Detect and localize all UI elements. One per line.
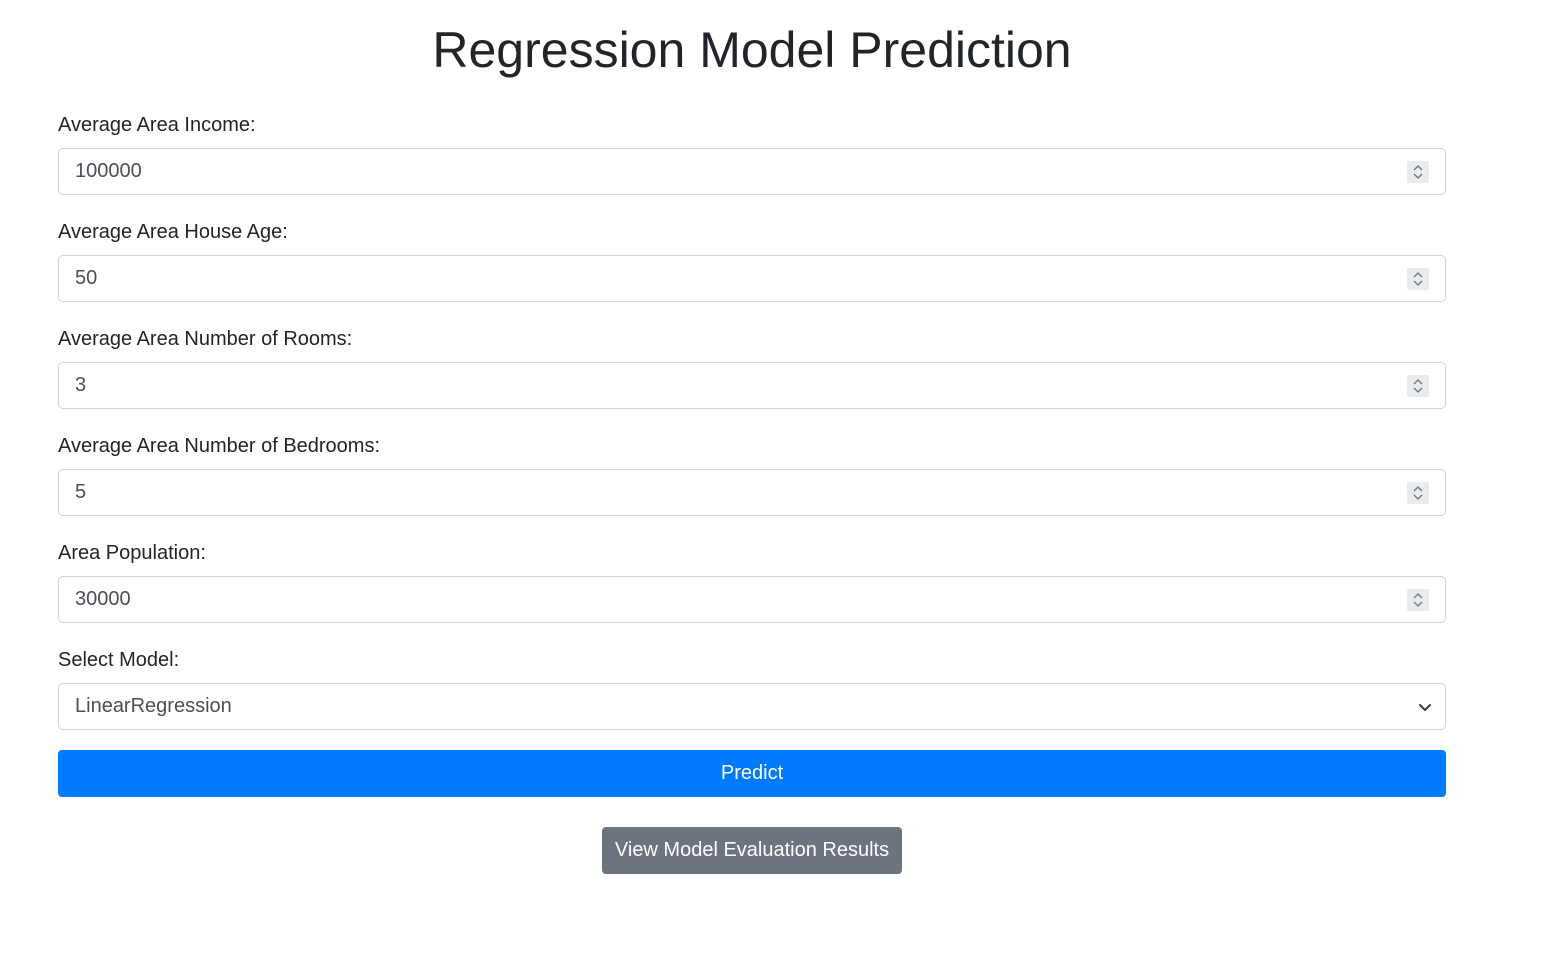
population-spinner-icon[interactable] <box>1407 589 1429 611</box>
house-age-label: Average Area House Age: <box>58 221 288 243</box>
rooms-label: Average Area Number of Rooms: <box>58 328 353 350</box>
house-age-spinner-icon[interactable] <box>1407 268 1429 290</box>
bedrooms-field-group: Average Area Number of Bedrooms: <box>58 434 1446 516</box>
chevron-down-icon[interactable] <box>1417 699 1433 715</box>
population-field-group: Area Population: <box>58 541 1446 623</box>
model-select-label: Select Model: <box>58 649 180 671</box>
rooms-input-box[interactable] <box>58 362 1446 409</box>
bedrooms-input-box[interactable] <box>58 469 1446 516</box>
model-select-value[interactable]: LinearRegression <box>75 695 232 717</box>
predict-button[interactable]: Predict <box>58 750 1446 797</box>
house-age-field-group: Average Area House Age: <box>58 220 1446 302</box>
house-age-input[interactable] <box>75 256 1375 301</box>
rooms-spinner-icon[interactable] <box>1407 375 1429 397</box>
income-input[interactable] <box>75 149 1375 194</box>
model-field-group: Select Model: LinearRegression <box>58 648 1446 730</box>
view-evaluation-button[interactable]: View Model Evaluation Results <box>602 827 902 874</box>
bedrooms-input[interactable] <box>75 470 1375 515</box>
population-input-box[interactable] <box>58 576 1446 623</box>
bedrooms-label: Average Area Number of Bedrooms: <box>58 435 381 457</box>
model-select[interactable]: LinearRegression <box>58 683 1446 730</box>
page-title: Regression Model Prediction <box>432 22 1072 78</box>
income-input-box[interactable] <box>58 148 1446 195</box>
rooms-field-group: Average Area Number of Rooms: <box>58 327 1446 409</box>
rooms-input[interactable] <box>75 363 1375 408</box>
bedrooms-spinner-icon[interactable] <box>1407 482 1429 504</box>
population-input[interactable] <box>75 577 1375 622</box>
population-label: Area Population: <box>58 542 206 564</box>
income-label: Average Area Income: <box>58 114 256 136</box>
income-field-group: Average Area Income: <box>58 113 1446 195</box>
house-age-input-box[interactable] <box>58 255 1446 302</box>
income-spinner-icon[interactable] <box>1407 161 1429 183</box>
